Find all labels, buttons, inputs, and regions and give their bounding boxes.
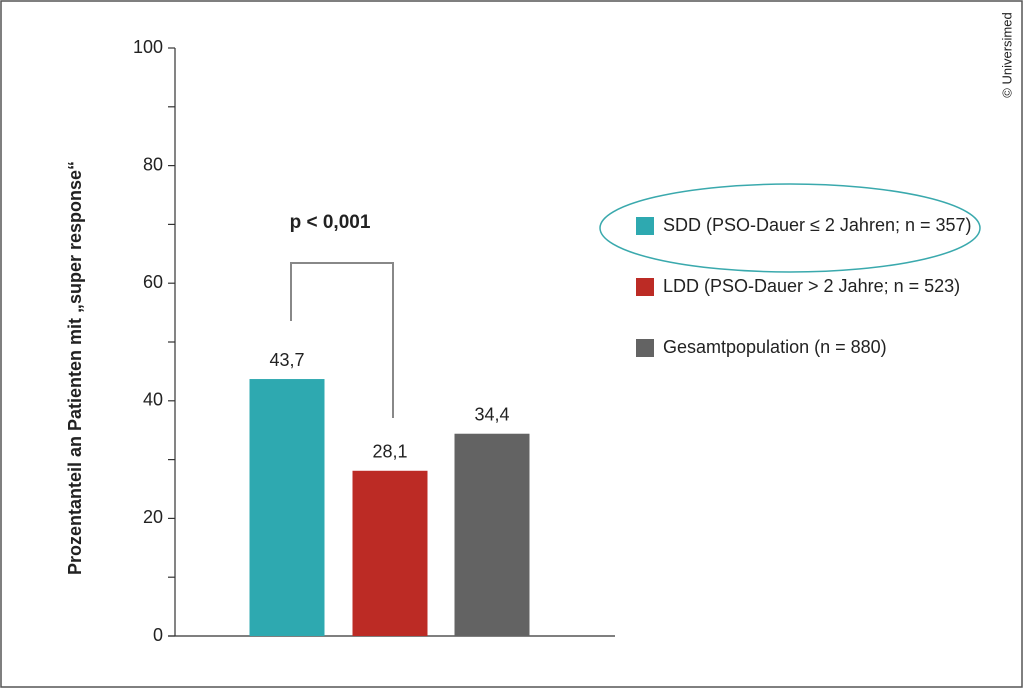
highlight-ellipse (599, 183, 981, 273)
y-tick-label: 100 (133, 37, 163, 57)
bar (352, 470, 428, 636)
y-axis-label: Prozentanteil an Patienten mit „super re… (65, 161, 85, 575)
significance-bracket (290, 262, 394, 418)
legend-label: SDD (PSO-Dauer ≤ 2 Jahren; n = 357) (663, 215, 972, 235)
value-label: 28,1 (372, 442, 407, 462)
legend-swatch (636, 339, 654, 357)
legend-swatch (636, 217, 654, 235)
legend-label: Gesamtpopulation (n = 880) (663, 337, 887, 357)
copyright: © Universimed (999, 12, 1014, 97)
annotation: p < 0,001 (290, 212, 371, 233)
value-label: 34,4 (474, 404, 509, 424)
y-tick-label: 0 (153, 625, 163, 645)
legend-swatch (636, 278, 654, 296)
bar (249, 379, 325, 636)
y-tick-label: 40 (143, 390, 163, 410)
y-tick-label: 20 (143, 507, 163, 527)
y-tick-label: 60 (143, 272, 163, 292)
y-tick-label: 80 (143, 154, 163, 174)
value-label: 43,7 (269, 350, 304, 370)
bar (454, 433, 530, 636)
legend-label: LDD (PSO-Dauer > 2 Jahre; n = 523) (663, 276, 960, 296)
